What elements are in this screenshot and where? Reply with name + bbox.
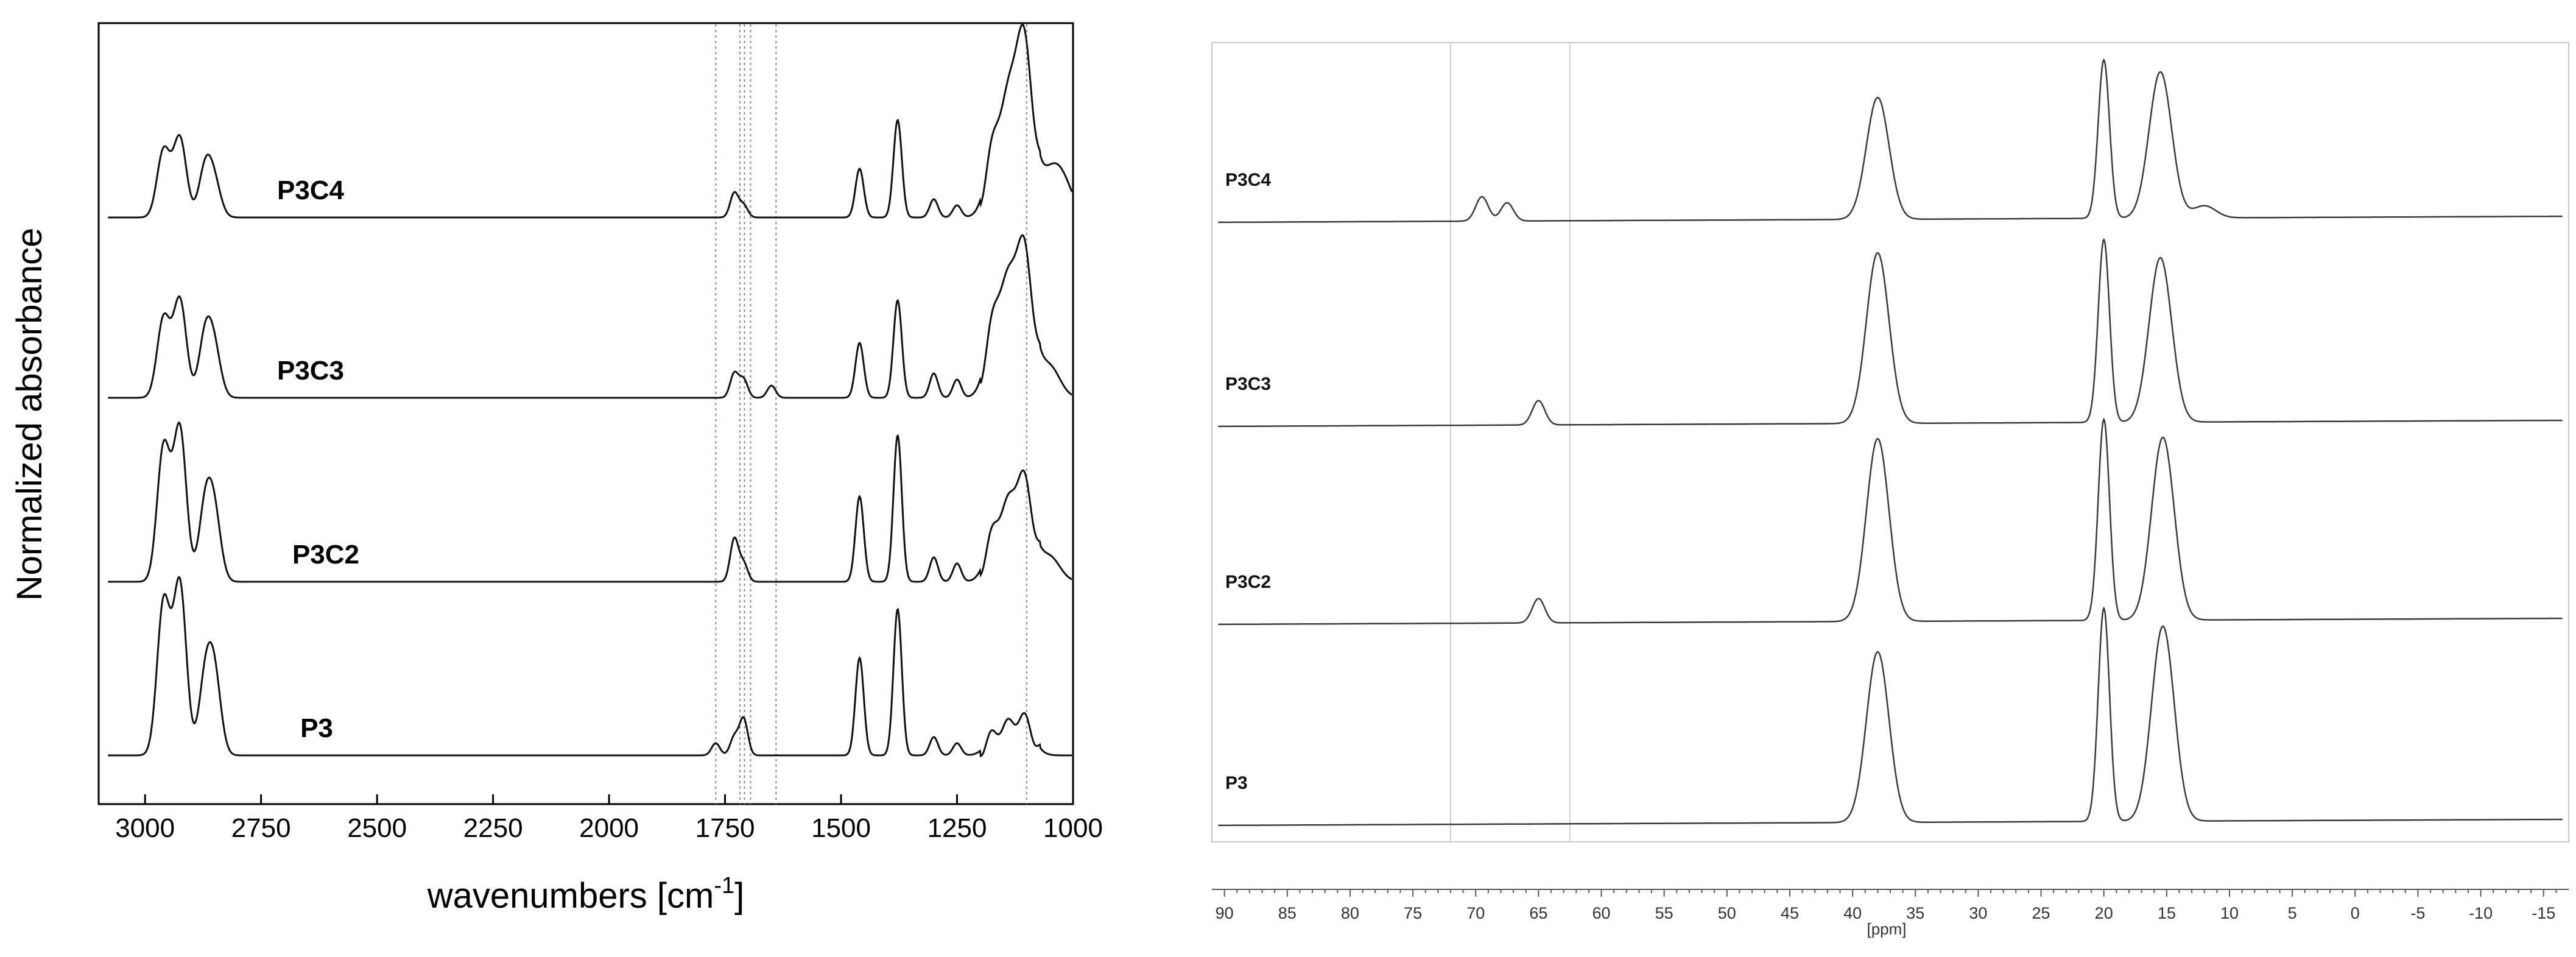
ftir-x-tick-label: 1000 <box>1043 813 1103 843</box>
ftir-series-p3c2 <box>108 421 1072 583</box>
nmr-x-tick-label: 90 <box>1216 904 1234 922</box>
nmr-series-p3 <box>1218 606 2563 827</box>
nmr-x-tick-label: 80 <box>1341 904 1359 922</box>
nmr-series-p3c4 <box>1218 58 2563 224</box>
nmr-guide-lines <box>1449 43 1571 842</box>
nmr-series-label: P3C2 <box>1225 572 1271 592</box>
nmr-x-tick-label: 10 <box>2220 904 2239 922</box>
ftir-x-tick-label: 1250 <box>927 813 987 843</box>
ftir-series-p3c4 <box>108 23 1073 219</box>
nmr-x-tick-label: 55 <box>1655 904 1673 922</box>
nmr-x-tick-label: 70 <box>1466 904 1485 922</box>
ftir-series-label: P3C2 <box>292 540 359 570</box>
ftir-x-tick-label: 2000 <box>579 813 639 843</box>
nmr-x-tick-label: 60 <box>1592 904 1610 922</box>
nmr-x-axis-title: [ppm] <box>1867 920 1906 938</box>
nmr-series-label: P3C4 <box>1225 170 1271 190</box>
nmr-plot-frame <box>1211 42 2569 842</box>
ftir-x-tick-label: 2500 <box>347 813 407 843</box>
ftir-series-label: P3C3 <box>277 356 344 386</box>
ftir-x-tick-label: 2750 <box>231 813 291 843</box>
ftir-x-tick-label: 1750 <box>695 813 755 843</box>
ftir-x-tick-label: 3000 <box>115 813 175 843</box>
nmr-x-tick-label: 50 <box>1718 904 1736 922</box>
nmr-x-tick-label: 20 <box>2095 904 2113 922</box>
nmr-series-label: P3C3 <box>1225 374 1271 394</box>
nmr-x-tick-label: -10 <box>2469 904 2493 922</box>
ftir-series-p3 <box>108 576 1072 758</box>
ftir-guide-lines <box>715 24 1027 804</box>
ftir-x-tick-label: 1500 <box>811 813 871 843</box>
ftir-chart: P3C4 P3C3 P3C2 P3 3000 2750 2500 2250 2000 1750 1… <box>10 22 1103 916</box>
nmr-x-tick-label: 30 <box>1969 904 1987 922</box>
nmr-series-label: P3 <box>1225 773 1248 793</box>
nmr-x-tick-label: 45 <box>1781 904 1799 922</box>
nmr-x-tick-label: 65 <box>1529 904 1547 922</box>
nmr-x-tick-label: 25 <box>2032 904 2050 922</box>
nmr-x-tick-label: 85 <box>1278 904 1297 922</box>
nmr-series-p3c2 <box>1218 417 2563 626</box>
ftir-series-p3c3 <box>108 234 1072 399</box>
nmr-x-tick-label: 35 <box>1906 904 1924 922</box>
nmr-x-tick-label: -5 <box>2410 904 2425 922</box>
ftir-plot-frame <box>97 22 1074 805</box>
ftir-x-tick-label: 2250 <box>463 813 523 843</box>
ftir-series-label: P3C4 <box>277 175 345 205</box>
nmr-x-axis: 90 85 80 75 70 65 60 55 50 45 40 35 30 25 20 15 10 5 0 -5 -1… <box>1212 889 2569 922</box>
nmr-x-tick-label: 75 <box>1404 904 1422 922</box>
nmr-x-tick-label: 0 <box>2351 904 2360 922</box>
nmr-x-tick-label: 40 <box>1843 904 1862 922</box>
nmr-x-tick-label: -15 <box>2532 904 2555 922</box>
nmr-x-tick-label: 5 <box>2288 904 2297 922</box>
nmr-spectra: P3C4 P3C3 P3C2 P3 <box>1218 58 2563 827</box>
ftir-x-axis: 3000 2750 2500 2250 2000 1750 1500 1250 1000 <box>115 794 1103 843</box>
nmr-x-tick-label: 15 <box>2158 904 2176 922</box>
ftir-spectra: P3C4 P3C3 P3C2 P3 <box>108 23 1073 758</box>
ftir-series-label: P3 <box>300 713 333 743</box>
nmr-series-p3c3 <box>1218 238 2563 428</box>
ftir-x-axis-title: wavenumbers [cm-1] <box>427 873 745 916</box>
ftir-y-axis-title: Normalized absorbance <box>10 228 49 601</box>
